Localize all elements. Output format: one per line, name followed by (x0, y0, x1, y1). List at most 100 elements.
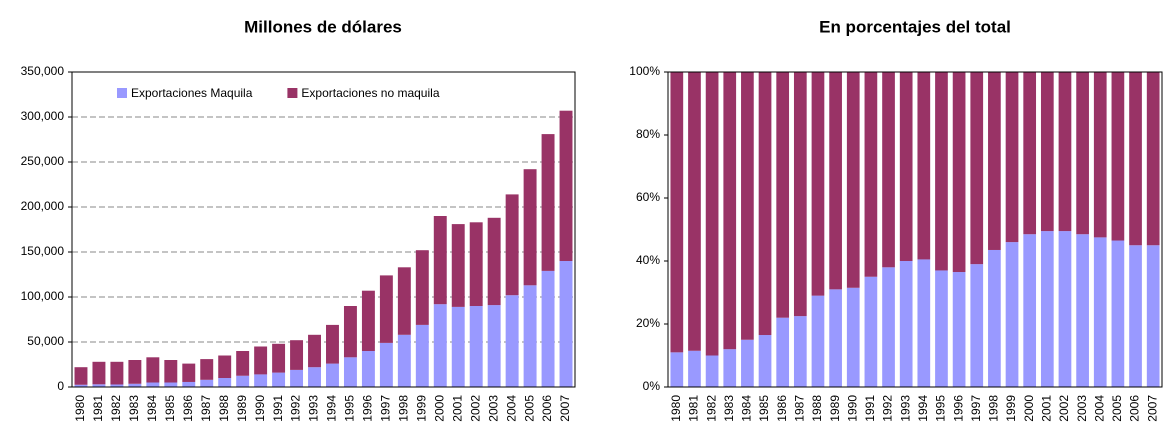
bar (236, 375, 250, 387)
bar (559, 261, 573, 387)
x-tick-label: 1991 (271, 395, 285, 422)
y-tick-label: 250,000 (21, 154, 65, 168)
x-tick-label: 2006 (540, 395, 554, 422)
x-tick-label: 2002 (468, 395, 482, 422)
bar (846, 287, 860, 387)
x-tick-label: 1999 (1004, 395, 1018, 422)
bar (1076, 234, 1089, 387)
x-tick-label: 1994 (916, 395, 930, 422)
x-tick-label: 2002 (1057, 395, 1071, 422)
y-tick-label: 100% (629, 64, 660, 78)
bar (326, 324, 339, 364)
bar (882, 72, 895, 268)
y-tick-label: 20% (636, 316, 660, 330)
x-tick-label: 1981 (687, 395, 701, 422)
bar (451, 224, 465, 307)
bar (846, 72, 860, 288)
x-tick-label: 1996 (951, 395, 965, 422)
bar (1005, 72, 1019, 243)
bar (559, 110, 573, 261)
bar (758, 72, 772, 336)
x-tick-label: 1982 (109, 395, 123, 422)
bar (218, 355, 232, 378)
bar (92, 361, 106, 385)
x-tick-label: 1997 (379, 395, 393, 422)
bar (688, 72, 701, 351)
x-tick-label: 2007 (1145, 395, 1159, 422)
bar (397, 334, 411, 387)
bar (146, 357, 160, 383)
bar (308, 367, 321, 387)
bar (290, 340, 304, 370)
plot-frame (71, 71, 576, 388)
bar (1129, 245, 1142, 387)
y-tick-label: 80% (636, 127, 660, 141)
bar (1146, 72, 1160, 246)
bar (1076, 72, 1089, 235)
x-tick-label: 1998 (397, 395, 411, 422)
bar (469, 306, 483, 387)
bar (952, 272, 966, 387)
bar (541, 134, 555, 271)
x-tick-label: 1983 (722, 395, 736, 422)
x-tick-label: 1986 (775, 395, 789, 422)
bar (379, 275, 393, 343)
bar (670, 352, 684, 387)
x-tick-label: 1990 (253, 395, 267, 422)
bar (487, 305, 501, 387)
x-tick-label: 1988 (217, 395, 231, 422)
bar (758, 335, 772, 387)
bar (882, 267, 895, 387)
chart-title: En porcentajes del total (819, 17, 1011, 36)
bar (1111, 240, 1125, 387)
bar (164, 382, 178, 387)
x-tick-label: 1988 (810, 395, 824, 422)
x-tick-label: 2000 (1022, 395, 1036, 422)
bar (705, 72, 719, 356)
bar (272, 372, 286, 387)
x-tick-label: 1985 (757, 395, 771, 422)
x-tick-label: 1989 (235, 395, 249, 422)
bar (864, 72, 878, 277)
bar (988, 72, 1001, 250)
bar (92, 384, 106, 387)
x-tick-label: 1990 (845, 395, 859, 422)
bar (326, 363, 339, 387)
bar (793, 316, 807, 387)
bar (1058, 72, 1072, 232)
bar (811, 72, 825, 296)
bar (935, 270, 948, 387)
x-tick-label: 1989 (828, 395, 842, 422)
x-tick-label: 2003 (1075, 395, 1089, 422)
bar (505, 194, 519, 296)
bar (1023, 72, 1037, 235)
bar (1005, 242, 1019, 387)
bar (899, 72, 913, 261)
y-tick-label: 350,000 (21, 64, 65, 78)
x-tick-label: 2003 (486, 395, 500, 422)
bar (917, 72, 931, 260)
bar (705, 355, 719, 387)
bar (487, 217, 501, 306)
x-tick-label: 1985 (163, 395, 177, 422)
bar (1040, 231, 1054, 387)
bar (128, 383, 142, 387)
x-tick-label: 1982 (704, 395, 718, 422)
y-tick-label: 300,000 (21, 109, 65, 123)
legend-label: Exportaciones no maquila (301, 86, 439, 100)
x-tick-label: 1986 (181, 395, 195, 422)
x-tick-label: 1993 (307, 395, 321, 422)
x-tick-label: 1991 (863, 395, 877, 422)
bar (254, 374, 268, 387)
y-tick-label: 100,000 (21, 289, 65, 303)
bar (541, 270, 555, 387)
bar (793, 72, 807, 317)
x-tick-label: 1987 (199, 395, 213, 422)
bar (182, 381, 196, 387)
x-tick-label: 2005 (522, 395, 536, 422)
bar (433, 304, 447, 387)
bar (433, 216, 447, 305)
x-tick-label: 2005 (1110, 395, 1124, 422)
bar (308, 334, 321, 368)
bar (1146, 245, 1160, 387)
